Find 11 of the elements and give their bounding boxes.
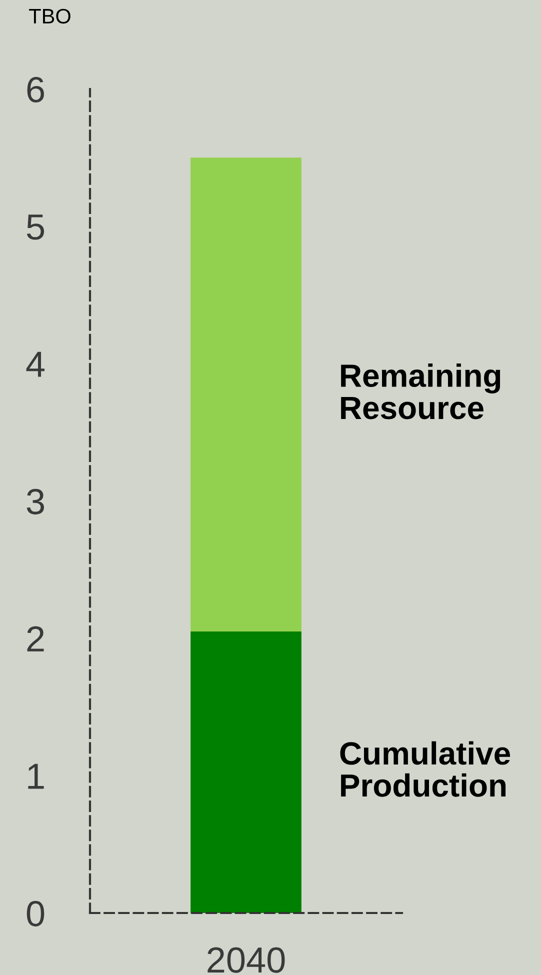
x-tick-label: 2040 [208,947,285,973]
y-tick-label: 3 [26,488,44,514]
y-tick-label: 1 [28,764,44,789]
y-tick-label: 5 [26,214,44,240]
series-label: Cumulative Production [340,741,510,797]
y-tick-label: 0 [26,900,44,926]
y-axis-title: TBO [29,8,70,24]
series-label: Remaining Resource [341,364,500,420]
y-tick-label: 4 [26,352,44,377]
y-tick-label: 2 [27,626,44,652]
y-tick-label: 6 [27,76,44,102]
